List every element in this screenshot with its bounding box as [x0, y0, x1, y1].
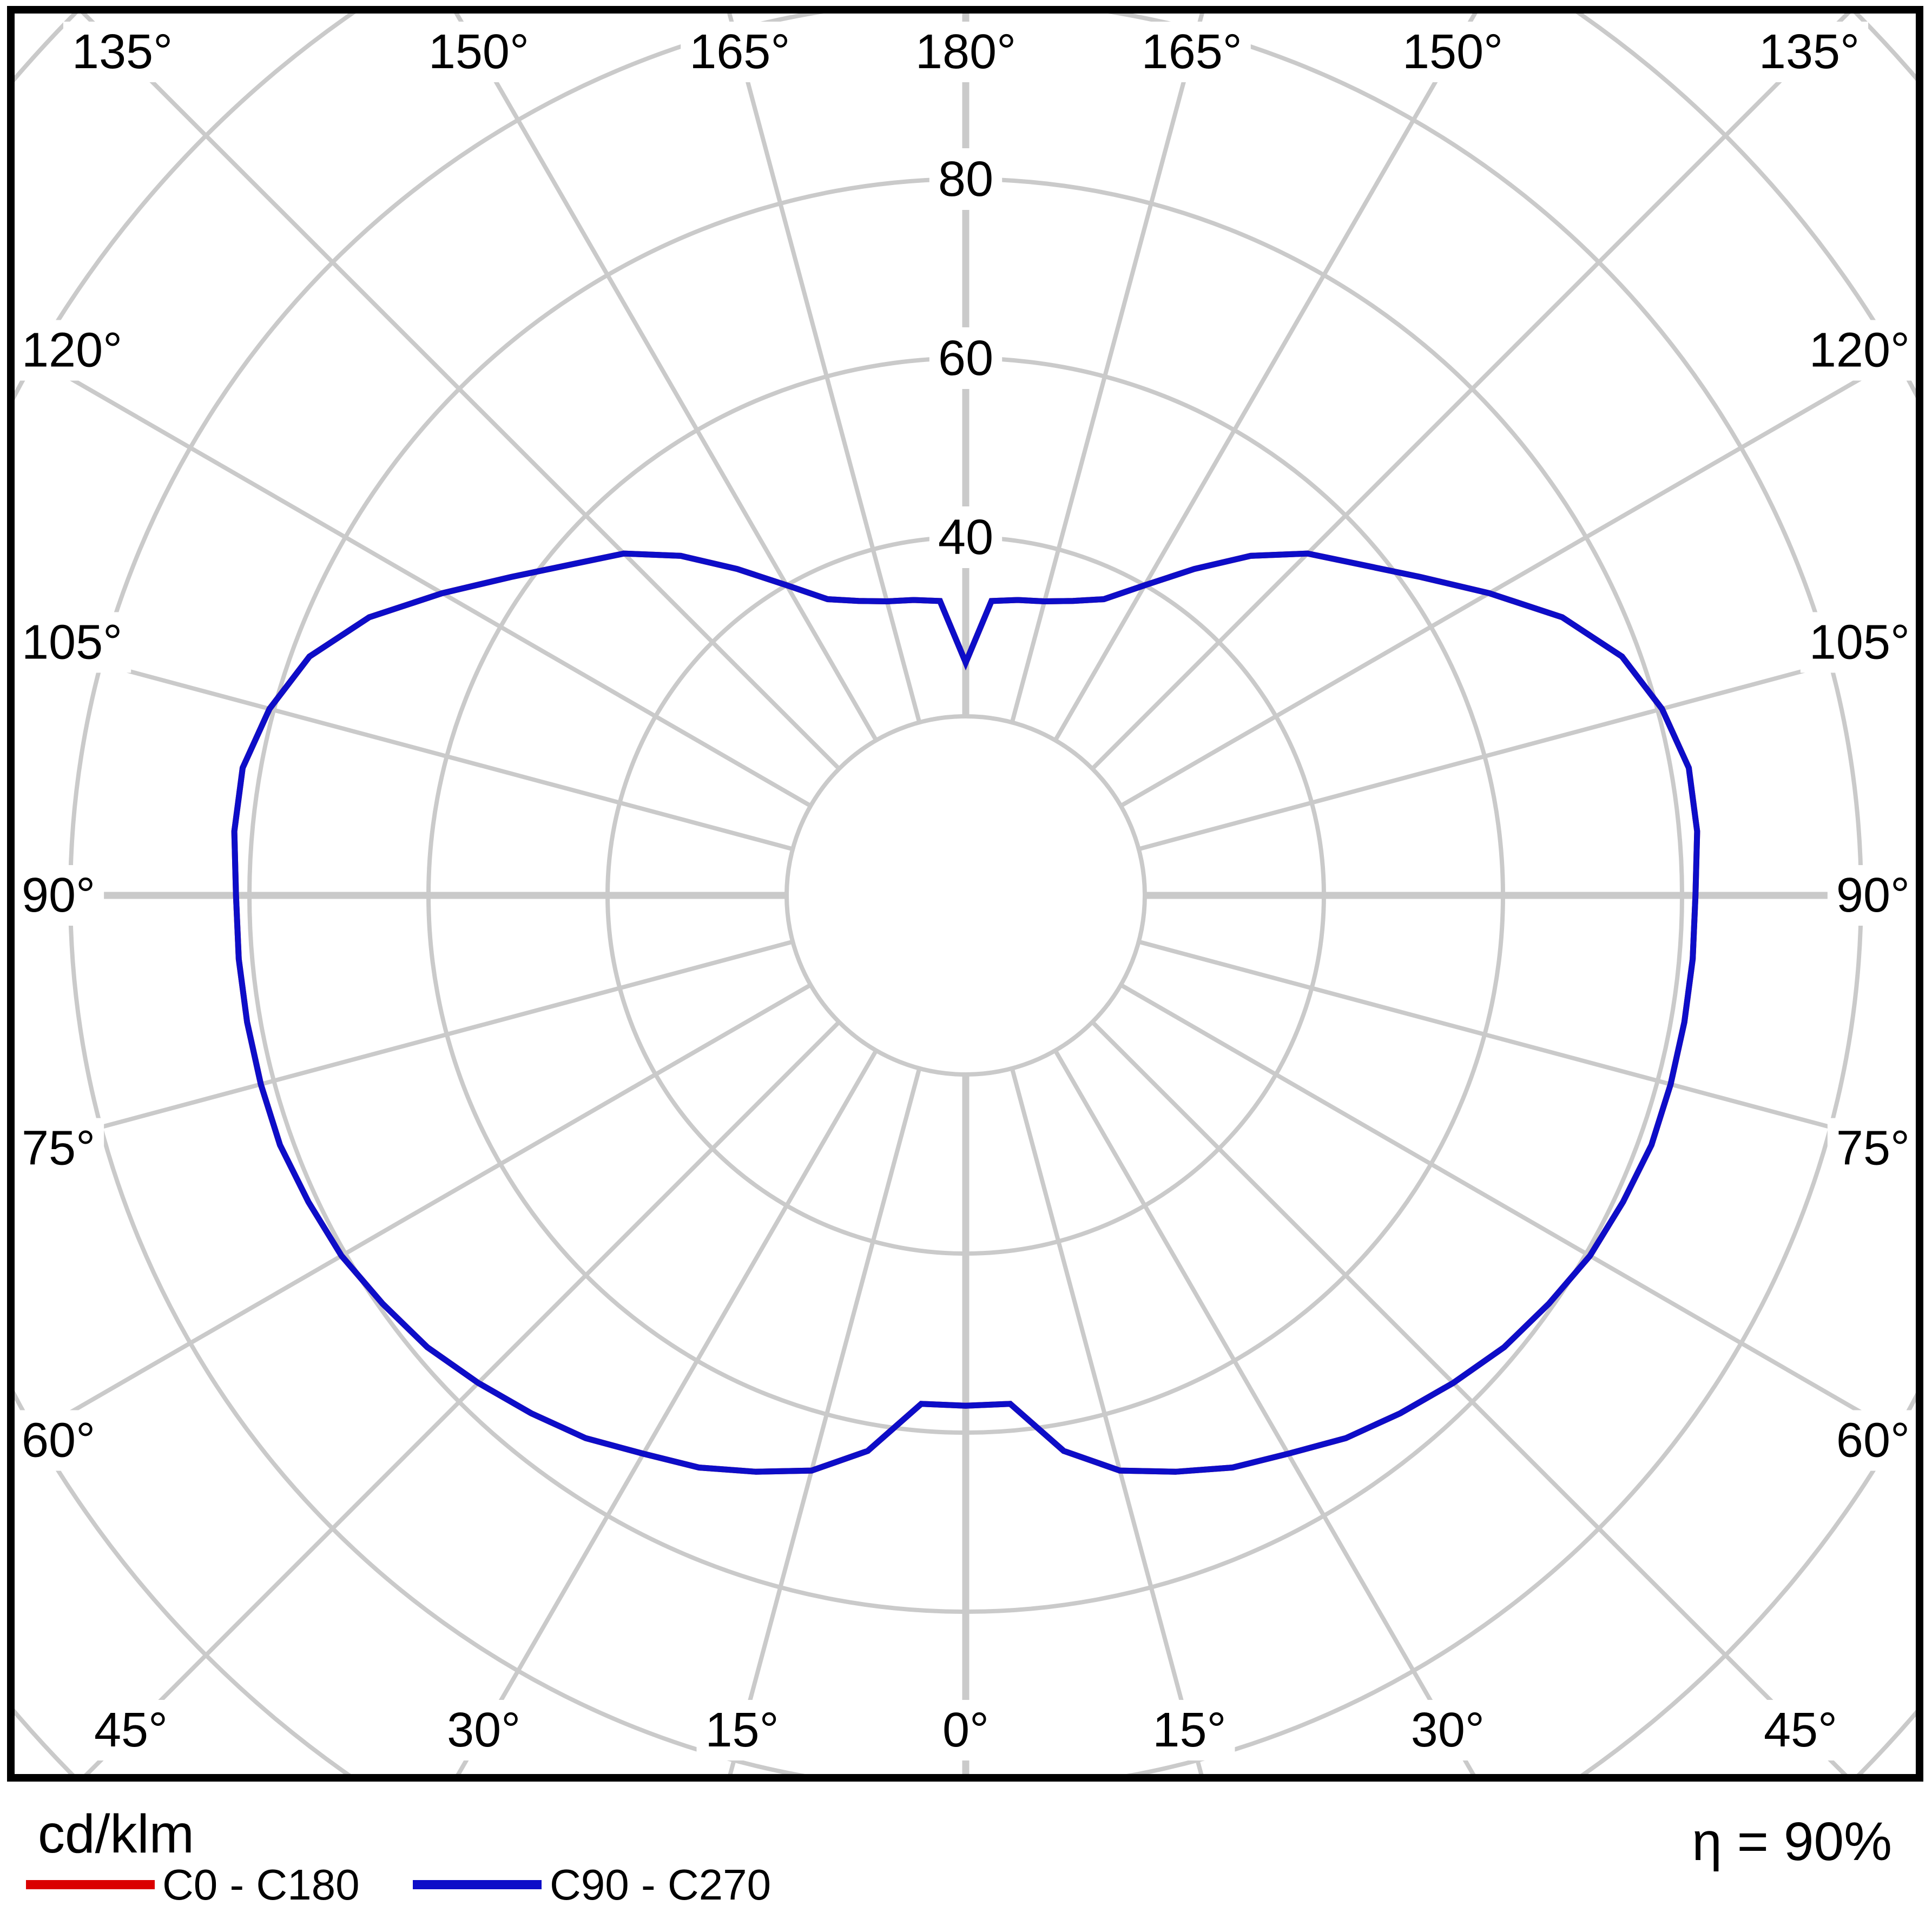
- angle-label-90-right: 90°: [1836, 868, 1910, 922]
- angle-label-90-right-bg: [1827, 865, 1918, 926]
- angle-label-15-right: 15°: [1152, 1703, 1226, 1757]
- legend-item-c90-c270: C90 - C270: [413, 1855, 824, 1914]
- grid-spoke-195: [15, 638, 794, 852]
- angle-label-90-left: 90°: [22, 868, 95, 922]
- legend-label-c0-c180: C0 - C180: [162, 1861, 360, 1909]
- angle-label-120-right: 120°: [1809, 324, 1910, 378]
- radial-tick-80: 80: [938, 151, 993, 207]
- angle-label-135-left-bg: [63, 22, 182, 82]
- angle-label-75-right: 75°: [1836, 1122, 1910, 1176]
- angle-label-150-right-bg: [1394, 22, 1512, 82]
- angle-label-30-left: 30°: [447, 1703, 520, 1757]
- curve-c90-c270: [231, 550, 1700, 1475]
- labels: 40 60 80 0° 15° 15° 30° 30° 45° 45° 60° 60° 75° 75° 90…: [13, 22, 1918, 1760]
- plot-frame: [7, 6, 1923, 1782]
- angle-label-105-left-bg: [13, 612, 131, 673]
- grid-spoke-315: [1091, 14, 1851, 770]
- angle-label-75-left-bg: [13, 1118, 104, 1179]
- grid-spoke-210: [15, 344, 812, 808]
- angle-label-60-left-bg: [13, 1410, 104, 1471]
- radial-tick-60-bg: [929, 327, 1003, 389]
- angle-label-165-right-bg: [1132, 22, 1251, 82]
- angle-label-165-left-bg: [681, 22, 799, 82]
- grid-spoke-255: [727, 14, 922, 723]
- radial-tick-40-bg: [929, 506, 1003, 568]
- legend-line-c0-c180: [26, 1880, 155, 1889]
- angle-label-30-right-bg: [1402, 1700, 1493, 1760]
- angle-label-150-left-bg: [419, 22, 538, 82]
- grid-spoke-165: [15, 939, 794, 1153]
- angle-label-150-right: 150°: [1402, 25, 1503, 79]
- angle-label-105-right: 105°: [1809, 615, 1910, 669]
- angle-label-165-left: 165°: [689, 25, 790, 79]
- grid-spoke-345: [1138, 638, 1916, 852]
- grid-ring-20: [784, 714, 1147, 1077]
- radial-tick-40: 40: [938, 510, 993, 565]
- grid-spoke-285: [1010, 14, 1204, 723]
- angle-label-180-right-bg: [906, 22, 1025, 82]
- legend-label-c90-c270: C90 - C270: [550, 1861, 772, 1909]
- angle-label-120-right-bg: [1800, 320, 1918, 381]
- legend-line-c90-c270: [413, 1880, 542, 1889]
- angle-label-135-right-bg: [1750, 22, 1869, 82]
- angle-label-45-left-bg: [85, 1700, 177, 1760]
- angle-label-165-right: 165°: [1142, 25, 1242, 79]
- grid-spoke-30: [1119, 983, 1916, 1447]
- grid-spoke-300: [1053, 14, 1478, 742]
- grid-spoke-105: [728, 1067, 922, 1774]
- grid-spoke-150: [15, 983, 812, 1447]
- grid-spoke-15: [1138, 939, 1916, 1152]
- angle-label-60-right: 60°: [1836, 1413, 1910, 1467]
- angle-label-90-left-bg: [13, 865, 104, 926]
- angle-label-30-left-bg: [438, 1700, 530, 1760]
- legend: C0 - C180 C90 - C270: [0, 1855, 1932, 1930]
- radial-tick-80-bg: [929, 148, 1003, 210]
- angle-label-120-left-bg: [13, 320, 131, 381]
- grid-spoke-240: [454, 14, 878, 742]
- angle-label-135-left: 135°: [72, 25, 173, 79]
- angle-label-105-right-bg: [1800, 612, 1918, 673]
- angle-label-0-right-bg: [933, 1700, 998, 1760]
- angle-label-0-right: 0°: [942, 1703, 989, 1757]
- legend-item-c0-c180: C0 - C180: [26, 1855, 405, 1914]
- grid-spoke-75: [1010, 1067, 1204, 1774]
- angle-label-60-right-bg: [1827, 1410, 1918, 1471]
- grid-spoke-60: [1053, 1049, 1476, 1774]
- angle-label-15-left-bg: [696, 1700, 788, 1760]
- angle-label-45-right-bg: [1755, 1700, 1847, 1760]
- angle-label-150-left: 150°: [428, 25, 529, 79]
- unit-label: cd/klm: [38, 1804, 194, 1864]
- grid-spoke-120: [456, 1049, 878, 1774]
- angle-label-15-left: 15°: [705, 1703, 779, 1757]
- curves: [231, 550, 1700, 1475]
- radial-tick-60: 60: [938, 331, 993, 386]
- angle-label-45-right: 45°: [1764, 1703, 1837, 1757]
- grid-spoke-225: [81, 14, 841, 770]
- angle-label-120-left: 120°: [22, 324, 122, 378]
- angle-label-180-right: 180°: [915, 25, 1016, 79]
- angle-label-135-right: 135°: [1759, 25, 1860, 79]
- angle-label-75-left: 75°: [22, 1122, 95, 1176]
- angle-label-105-left: 105°: [22, 615, 122, 669]
- angle-label-75-right-bg: [1827, 1118, 1918, 1179]
- efficiency-label: η = 90%: [1692, 1811, 1892, 1872]
- angle-label-60-left: 60°: [22, 1413, 95, 1467]
- angle-label-30-right: 30°: [1411, 1703, 1485, 1757]
- grid-spoke-330: [1119, 344, 1916, 808]
- angle-label-45-left: 45°: [94, 1703, 168, 1757]
- angle-label-15-right-bg: [1144, 1700, 1235, 1760]
